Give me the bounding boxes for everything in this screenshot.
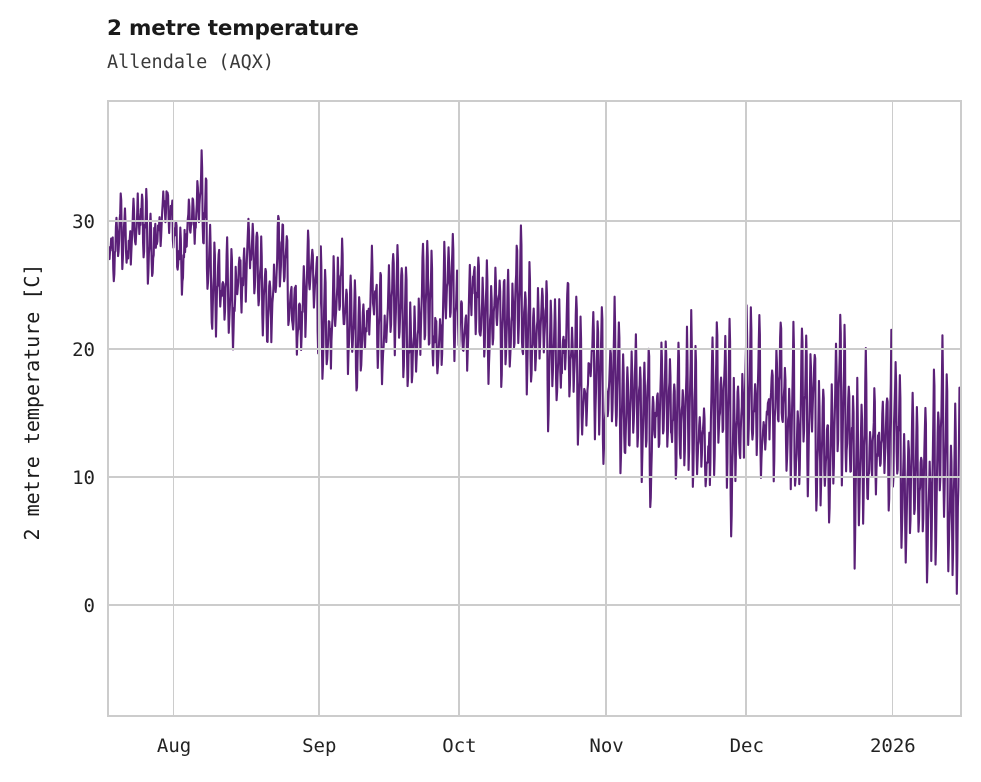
series-line (109, 149, 960, 595)
gridline-horizontal (109, 476, 960, 478)
plot-area (107, 100, 962, 717)
y-tick-label: 20 (72, 338, 95, 361)
gridline-vertical (891, 102, 894, 715)
gridline-vertical (458, 102, 460, 715)
temperature-series (109, 149, 960, 595)
x-tick-label: Oct (442, 735, 477, 757)
y-tick-label: 10 (72, 466, 95, 489)
x-tick-label: Aug (156, 735, 192, 757)
gridline-vertical (605, 102, 607, 715)
y-tick-label: 30 (72, 210, 95, 233)
y-axis-tick-labels: 0 10 20 30 (0, 0, 95, 782)
x-tick-label: Dec (729, 735, 764, 757)
x-tick-label: Sep (302, 735, 337, 757)
gridline-horizontal (109, 604, 960, 606)
gridline-horizontal (109, 220, 960, 222)
gridline-vertical (317, 102, 320, 715)
gridline-vertical (172, 102, 175, 715)
y-tick-label: 0 (83, 594, 95, 617)
chart-subtitle: Allendale (AQX) (107, 52, 275, 73)
x-tick-label: 2026 (869, 735, 916, 757)
gridline-horizontal (109, 348, 960, 350)
chart-title: 2 metre temperature (107, 16, 359, 41)
x-tick-label: Nov (589, 735, 624, 757)
plot-clip (109, 102, 960, 715)
gridline-vertical (745, 102, 748, 715)
